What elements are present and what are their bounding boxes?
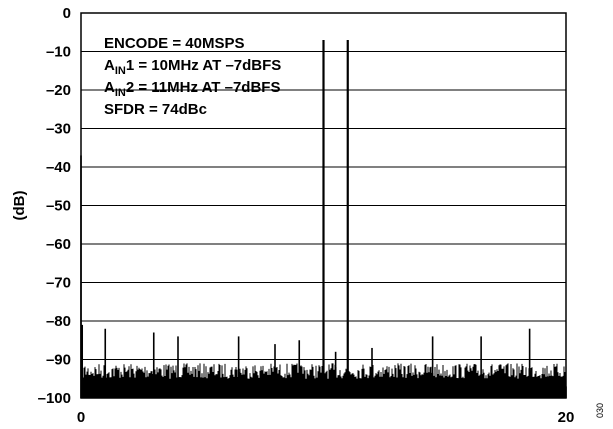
plot-frame bbox=[80, 12, 567, 399]
y-tick-label: –100 bbox=[38, 390, 71, 407]
y-tick-labels: 0 –10 –20 –30 –40 –50 –60 –70 –80 –90 –100 bbox=[38, 5, 71, 407]
x-tick-labels: 0 20 bbox=[77, 409, 575, 426]
y-tick-label: –90 bbox=[46, 352, 71, 369]
y-tick-label: –20 bbox=[46, 82, 71, 99]
y-tick-label: 0 bbox=[63, 5, 71, 22]
annotation-line: SFDR = 74dBc bbox=[104, 101, 207, 118]
annotation-line: AIN2 = 11MHz AT –7dBFS bbox=[104, 79, 280, 99]
y-tick-label: –30 bbox=[46, 121, 71, 138]
x-tick-label: 0 bbox=[77, 409, 85, 426]
annotation-line: ENCODE = 40MSPS bbox=[104, 35, 244, 52]
y-tick-label: –70 bbox=[46, 275, 71, 292]
y-tick-label: –10 bbox=[46, 44, 71, 61]
annotation-line: AIN1 = 10MHz AT –7dBFS bbox=[104, 57, 281, 77]
annotation-block: ENCODE = 40MSPS AIN1 = 10MHz AT –7dBFSAIN… bbox=[104, 35, 281, 118]
y-tick-label: –40 bbox=[46, 159, 71, 176]
x-tick-label: 20 bbox=[558, 409, 575, 426]
y-tick-label: –50 bbox=[46, 198, 71, 215]
y-tick-label: –80 bbox=[46, 313, 71, 330]
y-axis-label: (dB) bbox=[11, 191, 28, 221]
y-tick-label: –60 bbox=[46, 236, 71, 253]
figure-id: 030 bbox=[595, 403, 605, 418]
